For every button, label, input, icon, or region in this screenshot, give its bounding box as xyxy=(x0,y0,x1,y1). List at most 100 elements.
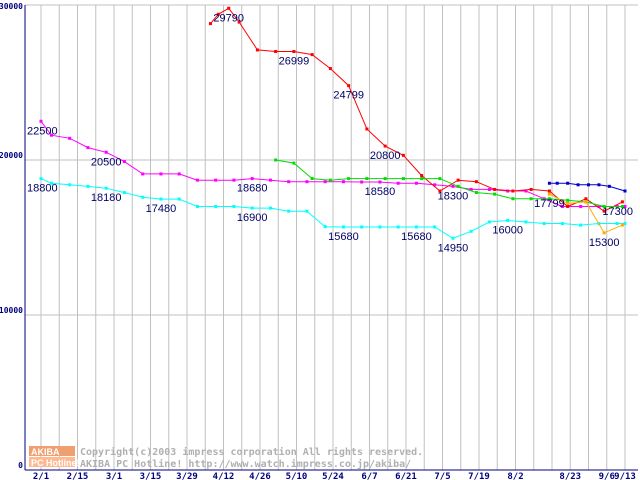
data-point xyxy=(615,222,619,226)
data-point xyxy=(474,191,478,195)
data-point xyxy=(141,172,145,176)
data-point xyxy=(620,200,624,204)
data-point xyxy=(433,225,437,229)
data-label: 20500 xyxy=(91,156,122,168)
data-label: 18300 xyxy=(438,190,469,202)
data-point xyxy=(597,183,601,187)
data-point xyxy=(560,205,564,208)
data-point xyxy=(383,177,387,181)
data-point xyxy=(420,177,424,181)
data-point xyxy=(433,183,437,187)
x-tick-label: 3/1 xyxy=(106,472,122,480)
data-label: 16900 xyxy=(237,212,268,224)
data-point xyxy=(474,180,478,184)
logo-top-box xyxy=(29,446,75,456)
data-point xyxy=(216,12,220,16)
x-tick-labels: 2/1 2/15 3/1 3/15 3/29 4/12 4/26 5/10 5/24 6/7 6/2… xyxy=(33,472,636,480)
data-point xyxy=(566,181,570,185)
data-point xyxy=(287,209,291,213)
data-point xyxy=(506,218,510,222)
data-point xyxy=(328,178,332,182)
data-point xyxy=(456,178,460,182)
data-point xyxy=(104,186,108,190)
data-point xyxy=(456,184,460,188)
data-label: 18180 xyxy=(91,192,122,204)
data-point xyxy=(177,172,181,176)
x-tick-label: 8/23 xyxy=(559,472,581,480)
data-label: 14950 xyxy=(438,242,469,254)
data-point xyxy=(451,236,455,240)
data-label: 22500 xyxy=(27,125,58,137)
y-tick-labels: 30000 20000 10000 0 xyxy=(0,2,23,470)
y-tick-label: 10000 xyxy=(0,306,23,315)
data-point xyxy=(268,206,272,210)
x-tick-label: 9/13 xyxy=(614,472,636,480)
data-point xyxy=(438,189,442,193)
data-point xyxy=(469,187,473,191)
series-line-3 xyxy=(275,159,623,207)
copyright-line-2: AKIBA PC Hotline! http://www.watch.impre… xyxy=(80,458,411,470)
data-label: 20800 xyxy=(370,150,401,162)
data-point xyxy=(511,189,515,193)
data-label: 16000 xyxy=(492,224,523,236)
data-point xyxy=(529,187,533,191)
data-point xyxy=(104,150,108,154)
data-point xyxy=(177,197,181,201)
copyright-footer: AKIBA PC Hotline! Copyright(c)2003 impre… xyxy=(29,446,423,470)
data-point xyxy=(414,225,418,229)
x-tick-label: 7/5 xyxy=(434,472,450,480)
data-point xyxy=(195,178,199,182)
data-point xyxy=(122,191,126,195)
data-point xyxy=(524,189,528,193)
data-point xyxy=(542,222,546,226)
data-label: 17799 xyxy=(534,198,565,210)
data-label: 18680 xyxy=(237,183,268,195)
data-point xyxy=(547,192,551,196)
data-point xyxy=(566,205,570,208)
x-tick-label: 3/15 xyxy=(140,472,162,480)
data-point xyxy=(195,205,199,208)
data-point xyxy=(232,205,236,208)
data-point xyxy=(524,220,528,224)
x-tick-label: 9/6 xyxy=(599,472,615,480)
data-point xyxy=(623,189,627,193)
data-point xyxy=(347,177,351,181)
data-point xyxy=(493,187,497,191)
data-point xyxy=(341,180,345,184)
data-point xyxy=(383,144,387,148)
data-point xyxy=(292,50,296,54)
data-point xyxy=(623,205,627,208)
data-point xyxy=(487,220,491,224)
data-label: 24799 xyxy=(333,90,364,102)
data-label: 15680 xyxy=(401,231,432,243)
series-line-1 xyxy=(40,178,625,239)
chart-axes xyxy=(24,5,638,471)
data-point xyxy=(576,183,580,187)
data-label: 15300 xyxy=(589,237,620,249)
data-point xyxy=(566,201,570,205)
data-point xyxy=(292,161,296,165)
data-point xyxy=(579,205,583,208)
data-point xyxy=(39,119,43,123)
data-point xyxy=(159,172,163,176)
data-point xyxy=(547,181,551,185)
data-point xyxy=(584,197,588,201)
series-line-0 xyxy=(40,121,625,207)
x-tick-label: 8/2 xyxy=(507,472,523,480)
data-point xyxy=(347,84,351,88)
data-label: 18580 xyxy=(365,186,396,198)
data-point xyxy=(237,20,241,24)
series-line-5 xyxy=(549,182,626,192)
data-point xyxy=(250,206,254,210)
x-tick-label: 5/24 xyxy=(322,472,344,480)
x-tick-label: 2/1 xyxy=(33,472,49,480)
data-point xyxy=(287,180,291,184)
x-tick-label: 2/15 xyxy=(67,472,89,480)
x-tick-label: 4/12 xyxy=(213,472,235,480)
data-point xyxy=(159,197,163,201)
data-point xyxy=(122,160,126,164)
data-point xyxy=(401,177,405,181)
data-point xyxy=(587,183,590,187)
data-point xyxy=(566,198,570,202)
